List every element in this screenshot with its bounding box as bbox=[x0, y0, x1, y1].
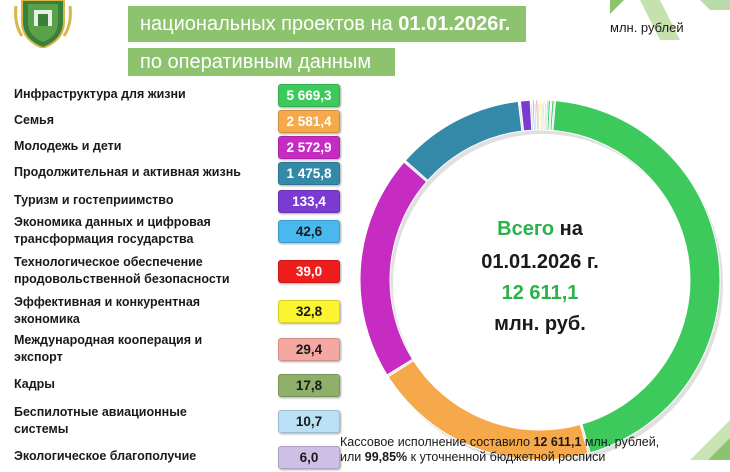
legend-value-badge: 5 669,3 bbox=[278, 84, 340, 107]
legend-value-badge: 2 581,4 bbox=[278, 110, 340, 133]
footnote-text: или bbox=[340, 450, 362, 464]
corner-decoration bbox=[610, 0, 730, 40]
legend-label: Кадры bbox=[14, 376, 55, 393]
legend-label: Технологическое обеспечение продовольстве… bbox=[14, 254, 230, 288]
legend-value-badge: 6,0 bbox=[278, 446, 340, 469]
donut-slice bbox=[519, 99, 533, 132]
donut-slice bbox=[531, 99, 536, 131]
legend-label: Инфраструктура для жизни bbox=[14, 86, 186, 103]
legend-label: Молодежь и дети bbox=[14, 138, 121, 155]
center-total-value: 12 611,1 bbox=[501, 282, 579, 304]
legend-label-line: Продолжительная и активная жизнь bbox=[14, 165, 241, 179]
coat-of-arms-emblem bbox=[14, 0, 72, 48]
page-title-line1: национальных проектов на 01.01.2026г. bbox=[128, 6, 527, 42]
legend-label-line: трансформация государства bbox=[14, 232, 194, 246]
legend-value-badge: 10,7 bbox=[278, 410, 340, 433]
legend-label-line: Туризм и гостеприимство bbox=[14, 193, 174, 207]
legend-label: Международная кооперация и экспорт bbox=[14, 332, 202, 366]
title-prefix: национальных проектов на bbox=[140, 13, 393, 35]
donut-slice bbox=[542, 99, 546, 131]
legend-label: Экологическое благополучие bbox=[14, 448, 196, 465]
legend-label-line: Экономика данных и цифровая bbox=[14, 215, 211, 229]
legend-label-line: Молодежь и дети bbox=[14, 139, 122, 153]
donut-slice bbox=[545, 99, 549, 131]
center-word-total: Всего bbox=[497, 218, 555, 240]
donut-slice bbox=[404, 100, 523, 182]
legend-label: Семья bbox=[14, 112, 54, 129]
legend-label-line: системы bbox=[14, 422, 69, 436]
legend-label: Беспилотные авиационные системы bbox=[14, 404, 187, 438]
footnote-text: к уточненной бюджетной росписи bbox=[410, 450, 606, 464]
donut-slice bbox=[551, 100, 557, 132]
legend-label-line: Экологическое благополучие bbox=[14, 449, 197, 463]
donut-slice bbox=[535, 99, 539, 131]
legend-label-line: экспорт bbox=[14, 350, 63, 364]
center-unit: млн. руб. bbox=[494, 313, 586, 335]
legend-label-line: Инфраструктура для жизни bbox=[14, 87, 186, 101]
legend-label-line: экономика bbox=[14, 312, 80, 326]
footnote-line1: Кассовое исполнение составило 12 611,1 м… bbox=[340, 435, 730, 449]
legend-label: Продолжительная и активная жизнь bbox=[14, 164, 241, 181]
legend-label-line: Кадры bbox=[14, 377, 55, 391]
legend-value-badge: 133,4 bbox=[278, 190, 340, 213]
center-date: 01.01.2026 г. bbox=[481, 251, 599, 273]
legend-value-badge: 29,4 bbox=[278, 338, 340, 361]
legend-label: Туризм и гостеприимство bbox=[14, 192, 173, 209]
center-word-on: на bbox=[559, 218, 583, 240]
legend-label-line: продовольственной безопасности bbox=[14, 272, 230, 286]
legend-value-badge: 2 572,9 bbox=[278, 136, 340, 159]
legend-value-badge: 39,0 bbox=[278, 260, 340, 283]
legend-label-line: Беспилотные авиационные bbox=[14, 405, 187, 419]
center-total-heading: Всего на bbox=[440, 218, 640, 241]
legend-value-badge: 1 475,8 bbox=[278, 162, 340, 185]
legend-value-badge: 32,8 bbox=[278, 300, 340, 323]
legend-label-line: Технологическое обеспечение bbox=[14, 255, 203, 269]
legend-value-badge: 42,6 bbox=[278, 220, 340, 243]
footnote-text: Кассовое исполнение составило bbox=[340, 435, 530, 449]
footnote-total: 12 611,1 bbox=[533, 435, 582, 449]
legend-value-badge: 17,8 bbox=[278, 374, 340, 397]
page-title-line2: по оперативным данным bbox=[128, 48, 396, 76]
unit-label: млн. рублей bbox=[610, 20, 684, 35]
footnote-text: млн. рублей, bbox=[584, 435, 660, 449]
legend-label-line: Международная кооперация и bbox=[14, 333, 203, 347]
legend-label-line: Семья bbox=[14, 113, 55, 127]
legend-label: Эффективная и конкурентная экономика bbox=[14, 294, 200, 328]
footnote-line2: или 99,85% к уточненной бюджетной роспис… bbox=[340, 450, 730, 464]
donut-slice bbox=[359, 161, 428, 376]
title-date: 01.01.2026г. bbox=[398, 13, 511, 35]
legend-label: Экономика данных и цифровая трансформация… bbox=[14, 214, 211, 248]
footnote-percent: 99,85% bbox=[364, 450, 408, 464]
donut-slice bbox=[539, 99, 542, 131]
legend-label-line: Эффективная и конкурентная bbox=[14, 295, 201, 309]
donut-slice bbox=[548, 99, 553, 131]
